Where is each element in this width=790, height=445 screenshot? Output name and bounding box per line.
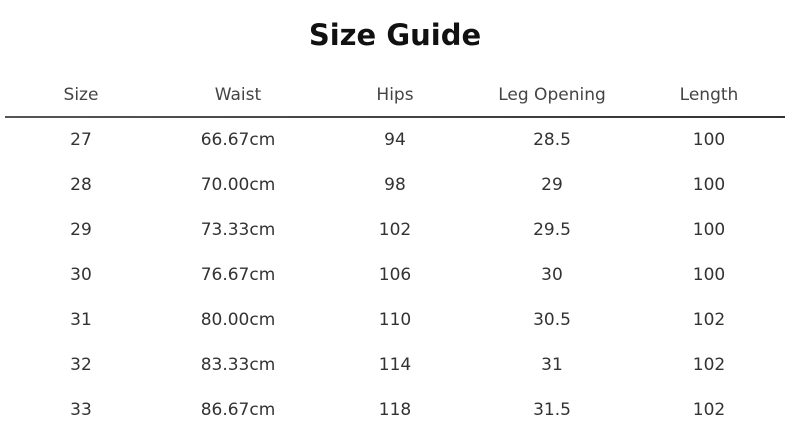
table-cell: 31 xyxy=(70,310,92,330)
table-row: 31 80.00cm 110 30.5 102 xyxy=(0,305,790,335)
table-cell: 30 xyxy=(70,265,92,285)
table-cell: 100 xyxy=(692,265,726,285)
table-cell: 28.5 xyxy=(533,130,571,150)
table-cell: 102 xyxy=(378,220,412,240)
table-row: 29 73.33cm 102 29.5 100 xyxy=(0,215,790,245)
table-cell: 102 xyxy=(692,355,726,375)
table-cell: 118 xyxy=(378,400,412,420)
table-cell: 102 xyxy=(692,310,726,330)
table-cell: 102 xyxy=(692,400,726,420)
table-cell: 106 xyxy=(378,265,412,285)
table-cell: 27 xyxy=(70,130,92,150)
table-row: 28 70.00cm 98 29 100 xyxy=(0,170,790,200)
table-cell: 86.67cm xyxy=(200,400,276,420)
table-row: 30 76.67cm 106 30 100 xyxy=(0,260,790,290)
table-cell: 29 xyxy=(541,175,563,195)
table-cell: 83.33cm xyxy=(200,355,276,375)
column-header: Hips xyxy=(376,85,414,105)
column-header: Size xyxy=(63,85,99,105)
table-cell: 30 xyxy=(541,265,563,285)
table-cell: 66.67cm xyxy=(200,130,276,150)
table-cell: 28 xyxy=(70,175,92,195)
table-cell: 100 xyxy=(692,130,726,150)
table-cell: 31 xyxy=(541,355,563,375)
table-cell: 29.5 xyxy=(533,220,571,240)
table-header: Size Waist Hips Leg Opening Length xyxy=(0,80,790,110)
page-title: Size Guide xyxy=(308,18,482,52)
table-row: 33 86.67cm 118 31.5 102 xyxy=(0,395,790,425)
table-cell: 32 xyxy=(70,355,92,375)
table-cell: 30.5 xyxy=(533,310,571,330)
table-cell: 70.00cm xyxy=(200,175,276,195)
table-row: 32 83.33cm 114 31 102 xyxy=(0,350,790,380)
column-header: Length xyxy=(679,85,739,105)
table-cell: 33 xyxy=(70,400,92,420)
table-cell: 100 xyxy=(692,220,726,240)
table-row: 27 66.67cm 94 28.5 100 xyxy=(0,125,790,155)
table-cell: 29 xyxy=(70,220,92,240)
table-cell: 110 xyxy=(378,310,412,330)
table-cell: 98 xyxy=(384,175,406,195)
column-header: Waist xyxy=(214,85,262,105)
table-cell: 76.67cm xyxy=(200,265,276,285)
column-header: Leg Opening xyxy=(498,85,606,105)
header-divider xyxy=(5,116,785,118)
table-cell: 73.33cm xyxy=(200,220,276,240)
table-cell: 31.5 xyxy=(533,400,571,420)
table-cell: 114 xyxy=(378,355,412,375)
table-cell: 94 xyxy=(384,130,406,150)
table-cell: 80.00cm xyxy=(200,310,276,330)
table-cell: 100 xyxy=(692,175,726,195)
